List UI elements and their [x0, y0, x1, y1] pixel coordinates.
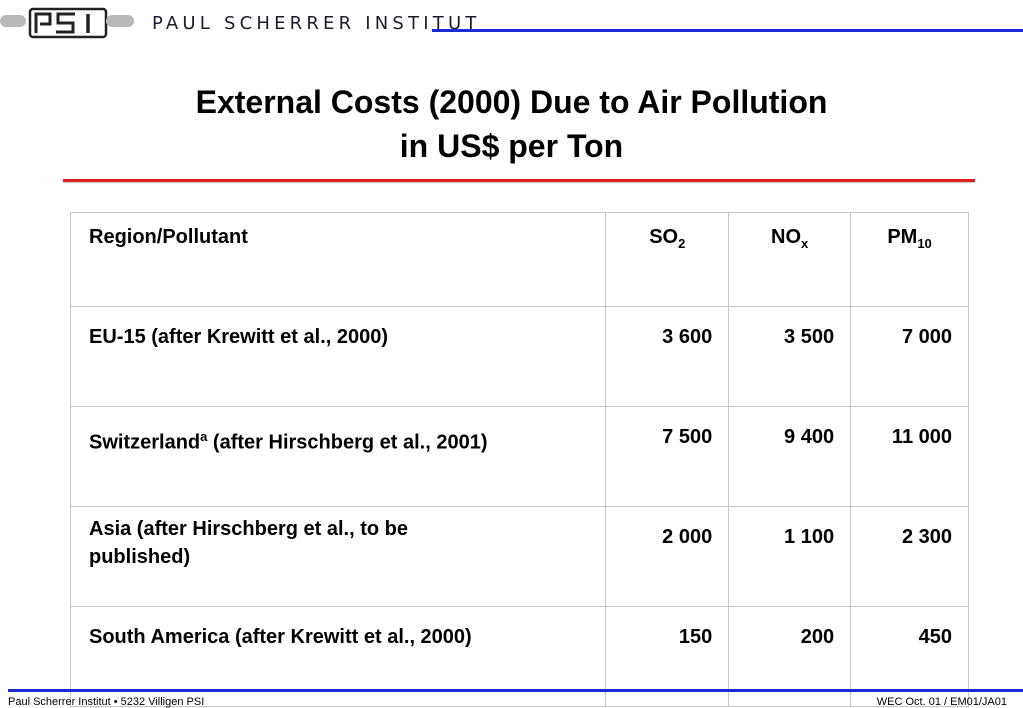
footer-rule — [8, 689, 1023, 692]
header-pm10: PM10 — [850, 212, 969, 307]
title-line-2: in US$ per Ton — [399, 128, 624, 164]
table-header-row: Region/Pollutant SO2 NOx PM10 — [69, 212, 969, 307]
cell-region: Switzerlanda (after Hirschberg et al., 2… — [69, 406, 607, 507]
cell-region: Asia (after Hirschberg et al., to be pub… — [69, 506, 607, 607]
cell-so2: 2 000 — [605, 506, 730, 607]
header: PAUL SCHERRER INSTITUT — [0, 0, 1023, 50]
costs-table: Region/Pollutant SO2 NOx PM10 EU-15 (aft… — [69, 212, 969, 707]
cell-nox: 9 400 — [728, 406, 852, 507]
cell-so2: 3 600 — [605, 306, 730, 407]
cell-pm10: 7 000 — [850, 306, 969, 407]
logo-bar-left — [0, 15, 26, 27]
title-line-1: External Costs (2000) Due to Air Polluti… — [195, 84, 828, 120]
cell-nox: 3 500 — [728, 306, 852, 407]
title-rule — [63, 179, 975, 182]
psi-logo — [28, 7, 108, 39]
header-region: Region/Pollutant — [69, 212, 607, 307]
cell-region: EU-15 (after Krewitt et al., 2000) — [69, 306, 607, 407]
logo-bar-right — [106, 15, 134, 27]
table-row: Switzerlanda (after Hirschberg et al., 2… — [69, 406, 969, 507]
header-nox: NOx — [728, 212, 852, 307]
table-row: EU-15 (after Krewitt et al., 2000) 3 600… — [69, 306, 969, 407]
cell-so2: 7 500 — [605, 406, 730, 507]
header-so2: SO2 — [605, 212, 730, 307]
footer-reference: WEC Oct. 01 / EM01/JA01 — [876, 696, 1007, 708]
institute-name: PAUL SCHERRER INSTITUT — [152, 13, 481, 34]
cell-pm10: 11 000 — [850, 406, 969, 507]
header-rule — [432, 29, 1023, 32]
table-row: Asia (after Hirschberg et al., to be pub… — [69, 506, 969, 607]
slide-title: External Costs (2000) Due to Air Polluti… — [0, 80, 1023, 168]
footer-address: Paul Scherrer Institut • 5232 Villigen P… — [8, 696, 205, 708]
cell-nox: 1 100 — [728, 506, 852, 607]
cell-pm10: 2 300 — [850, 506, 969, 607]
